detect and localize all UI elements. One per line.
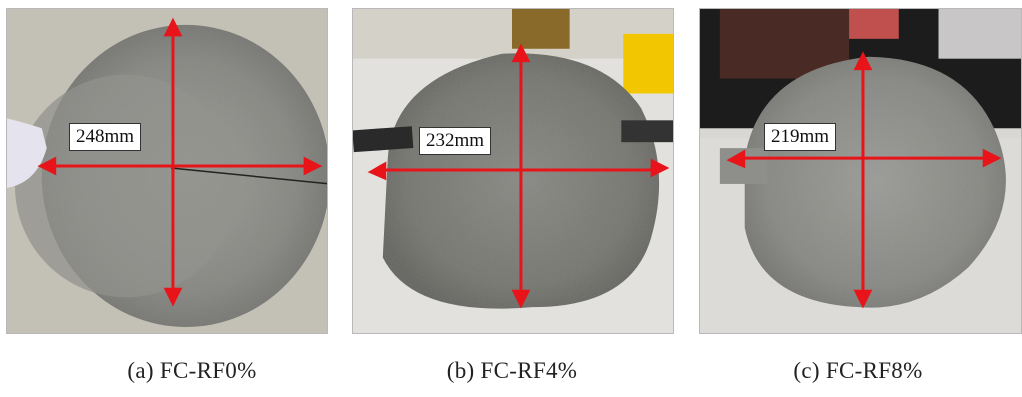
caption-a: (a) FC-RF0%: [127, 358, 257, 383]
photo-fc-rf4: 232mm: [352, 8, 674, 334]
photo-fc-rf0: 248mm: [6, 8, 328, 334]
photo-fc-rf8: 219mm: [699, 8, 1022, 334]
yellow-glove: [623, 33, 673, 94]
measurement-label: 248mm: [69, 123, 142, 151]
slump-flow-photo-a: [7, 9, 327, 333]
slump-flow-photo-b: [353, 9, 673, 333]
tape-measure: [170, 167, 327, 185]
caption-b: (b) FC-RF4%: [446, 358, 578, 383]
shoe: [512, 9, 570, 49]
measure-arrows: [367, 43, 670, 309]
caption-c: (c) FC-RF8%: [793, 358, 923, 383]
ruler-end: [621, 120, 673, 143]
measurement-label: 219mm: [764, 123, 837, 151]
ruler: [353, 126, 414, 153]
glove: [7, 118, 47, 188]
slump-flow-photo-c: [700, 9, 1021, 333]
measure-arrows: [37, 17, 323, 307]
measurement-label: 232mm: [419, 127, 492, 155]
measure-arrows: [726, 51, 1002, 309]
